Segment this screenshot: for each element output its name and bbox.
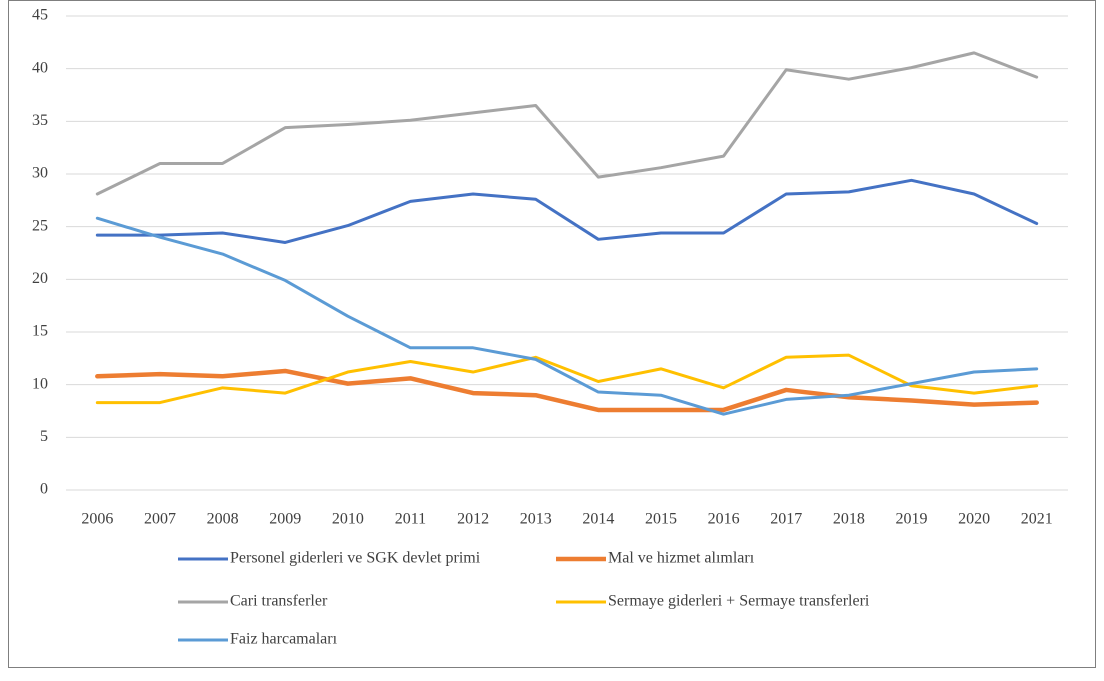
x-tick-label: 2015 — [645, 511, 677, 528]
x-tick-label: 2006 — [81, 511, 113, 528]
x-tick-label: 2014 — [582, 511, 614, 528]
x-tick-label: 2020 — [958, 511, 990, 528]
x-tick-label: 2007 — [144, 511, 176, 528]
legend-label: Mal ve hizmet alımları — [608, 550, 755, 567]
y-tick-label: 10 — [32, 375, 48, 392]
y-tick-label: 25 — [32, 217, 48, 234]
series-line — [95, 178, 1039, 244]
legend-label: Faiz harcamaları — [230, 631, 338, 648]
chart-border — [8, 0, 1096, 668]
y-tick-label: 0 — [40, 481, 48, 498]
series-line — [95, 353, 1039, 405]
x-tick-label: 2010 — [332, 511, 364, 528]
series-line — [95, 51, 1039, 196]
x-tick-label: 2017 — [770, 511, 802, 528]
y-tick-label: 30 — [32, 165, 48, 182]
legend-label: Personel giderleri ve SGK devlet primi — [230, 550, 481, 567]
x-tick-label: 2016 — [708, 511, 740, 528]
x-tick-label: 2008 — [207, 511, 239, 528]
x-tick-label: 2019 — [895, 511, 927, 528]
y-tick-label: 5 — [40, 428, 48, 445]
x-tick-label: 2009 — [269, 511, 301, 528]
series-line — [95, 216, 1039, 416]
y-tick-label: 45 — [32, 7, 48, 24]
y-tick-label: 20 — [32, 270, 48, 287]
x-tick-label: 2018 — [833, 511, 865, 528]
y-tick-label: 40 — [32, 59, 48, 76]
legend-label: Cari transferler — [230, 593, 328, 610]
x-tick-label: 2011 — [395, 511, 426, 528]
series-line — [95, 368, 1039, 413]
x-tick-label: 2021 — [1021, 511, 1053, 528]
y-tick-label: 35 — [32, 112, 48, 129]
x-tick-label: 2012 — [457, 511, 489, 528]
x-tick-label: 2013 — [520, 511, 552, 528]
legend-label: Sermaye giderleri + Sermaye transferleri — [608, 593, 870, 610]
y-tick-label: 15 — [32, 323, 48, 340]
